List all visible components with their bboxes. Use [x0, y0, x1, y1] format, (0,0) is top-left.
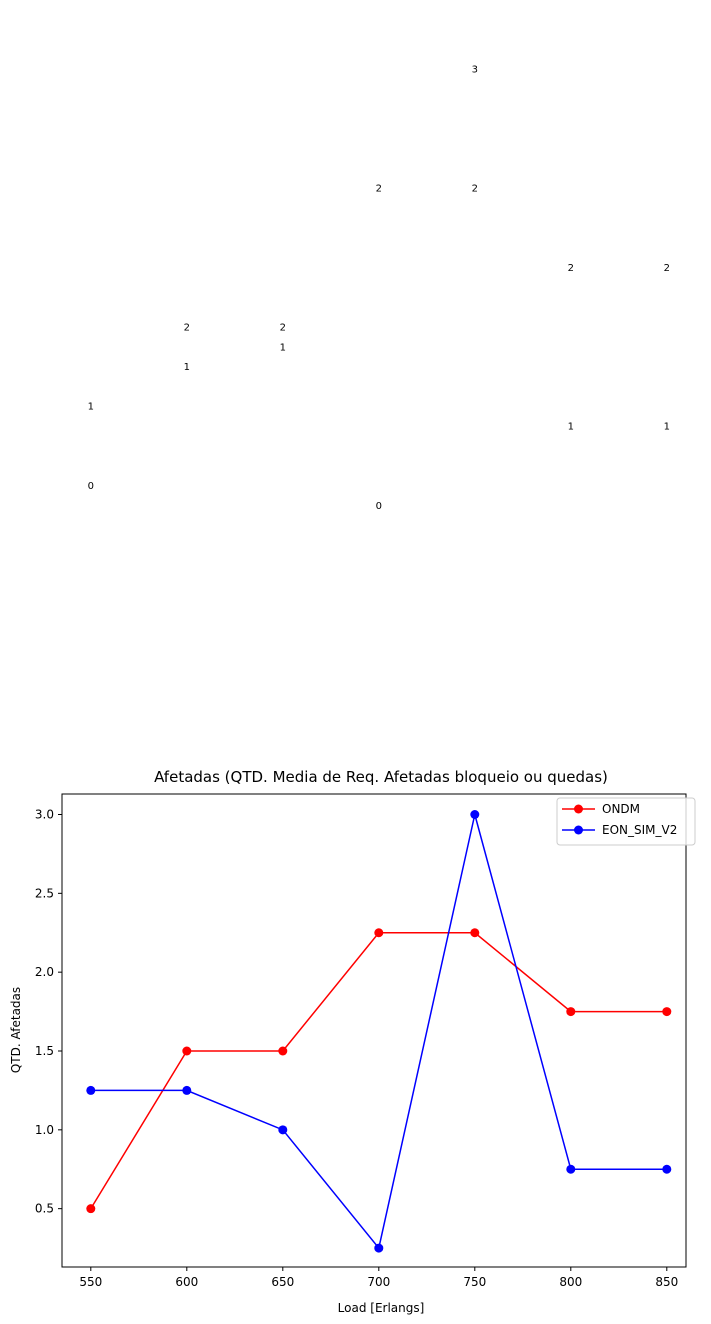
stray-value-label: 1: [568, 422, 574, 433]
x-tick-label: 600: [175, 1275, 198, 1289]
stray-value-label: 1: [184, 362, 190, 373]
data-point-ondm: [182, 1046, 192, 1056]
plot-area: [61, 793, 687, 1268]
stray-value-label: 2: [184, 322, 190, 333]
stray-value-label: 1: [280, 342, 286, 353]
legend-marker-ondm: [574, 804, 583, 814]
legend: ONDM EON_SIM_V2: [556, 797, 696, 846]
data-point-ondm: [470, 928, 480, 938]
data-point-eon-sim-v2: [182, 1085, 192, 1095]
stray-value-label: 2: [376, 184, 382, 195]
legend-label-eon-sim-v2: EON_SIM_V2: [602, 823, 677, 837]
stray-value-label: 2: [664, 263, 670, 274]
data-point-ondm: [374, 928, 384, 938]
stray-value-label: 3: [472, 65, 478, 76]
stray-value-labels: 1 0 2 1 2 1 2 0 3 2 2 1 2 1: [88, 65, 670, 512]
chart-title: Afetadas (QTD. Media de Req. Afetadas bl…: [154, 768, 608, 786]
data-point-ondm: [566, 1007, 576, 1017]
y-axis-label: QTD. Afetadas: [9, 987, 23, 1073]
x-tick-label: 800: [559, 1275, 582, 1289]
series-line-eon-sim-v2: [90, 814, 667, 1250]
data-point-eon-sim-v2: [278, 1125, 288, 1135]
x-tick-label: 750: [463, 1275, 486, 1289]
legend-label-ondm: ONDM: [602, 802, 640, 816]
stray-value-label: 0: [88, 481, 94, 492]
y-tick-label: 1.0: [35, 1123, 54, 1137]
x-tick-label: 650: [271, 1275, 294, 1289]
data-point-ondm: [662, 1007, 672, 1017]
stray-value-label: 1: [664, 422, 670, 433]
stray-value-label: 1: [88, 402, 94, 413]
y-axis: 0.5 1.0 1.5 2.0 2.5 3.0: [35, 807, 62, 1216]
legend-marker-eon-sim-v2: [574, 825, 583, 835]
series-layer: [86, 809, 672, 1253]
x-tick-label: 550: [79, 1275, 102, 1289]
y-tick-label: 2.5: [35, 886, 54, 900]
stray-value-label: 0: [376, 501, 382, 512]
y-tick-label: 1.5: [35, 1044, 54, 1058]
y-tick-label: 3.0: [35, 807, 54, 821]
series-line-ondm: [90, 932, 667, 1210]
x-axis: 550 600 650 700 750 800 850: [79, 1267, 678, 1289]
y-tick-label: 0.5: [35, 1202, 54, 1216]
data-point-eon-sim-v2: [374, 1243, 384, 1253]
x-axis-label: Load [Erlangs]: [338, 1301, 425, 1315]
data-point-eon-sim-v2: [470, 809, 480, 819]
data-point-ondm: [86, 1204, 96, 1214]
stray-value-label: 2: [472, 184, 478, 195]
data-point-eon-sim-v2: [86, 1085, 96, 1095]
data-point-ondm: [278, 1046, 288, 1056]
data-point-eon-sim-v2: [566, 1164, 576, 1174]
y-tick-label: 2.0: [35, 965, 54, 979]
stray-value-label: 2: [280, 322, 286, 333]
x-tick-label: 700: [367, 1275, 390, 1289]
x-tick-label: 850: [655, 1275, 678, 1289]
stray-value-label: 2: [568, 263, 574, 274]
data-point-eon-sim-v2: [662, 1164, 672, 1174]
